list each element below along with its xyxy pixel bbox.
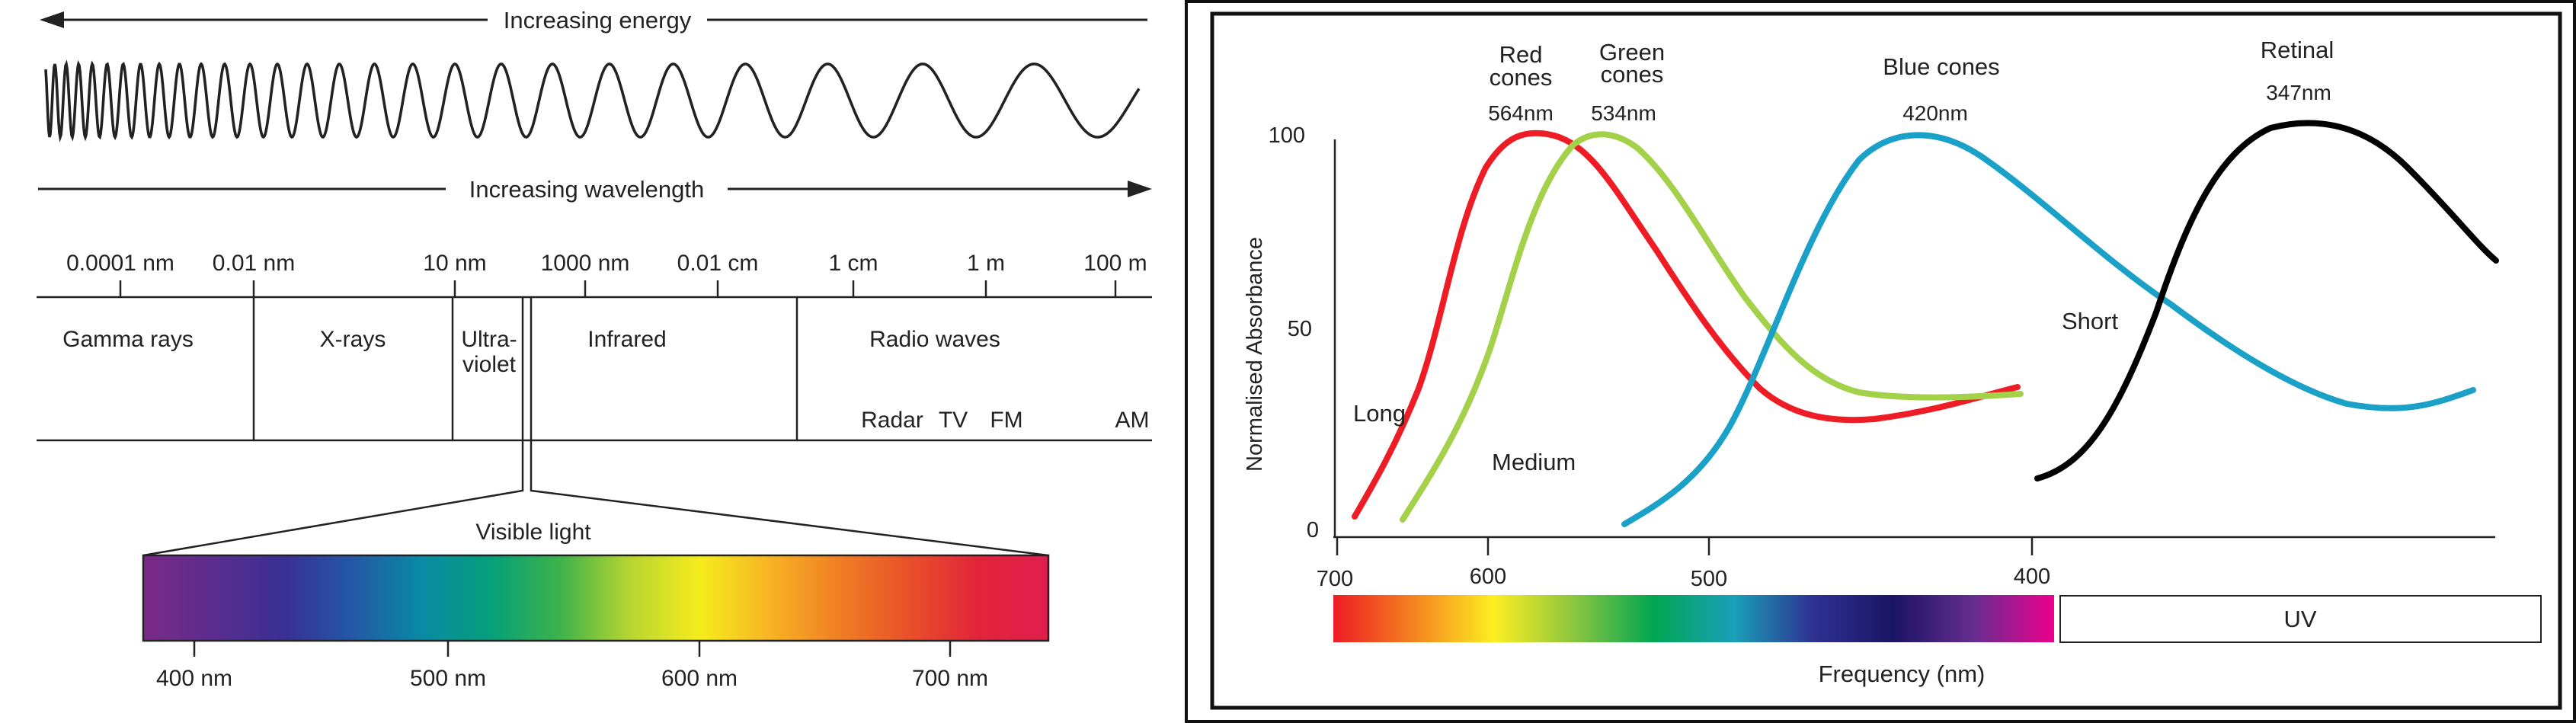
green-cone-curve xyxy=(1400,131,2024,523)
red-cones-title-line2: cones xyxy=(1490,64,1553,91)
band-label-radio: Radio waves xyxy=(869,327,1000,352)
scale-tick-label: 0.0001 nm xyxy=(66,251,174,276)
red-cones-title-line1: Red xyxy=(1499,41,1543,68)
band-label-ultra: Ultra- xyxy=(461,327,517,352)
energy-label: Increasing energy xyxy=(504,7,692,34)
visible-tick-label: 600 nm xyxy=(661,666,738,691)
curve-label-medium: Medium xyxy=(1492,449,1576,475)
wavelength-label: Increasing wavelength xyxy=(469,176,704,203)
scale-tick-label: 100 m xyxy=(1083,251,1147,276)
frequency-spectrum-bar xyxy=(1333,595,2054,642)
band-labels: Gamma rays X-rays Ultra- violet Infrared… xyxy=(62,327,1149,433)
visible-spectrum-bar xyxy=(142,554,1050,642)
x-tick-label: 500 xyxy=(1691,567,1727,591)
band-label-gamma: Gamma rays xyxy=(62,327,194,352)
x-axis-label: Frequency (nm) xyxy=(1819,661,1986,687)
peak-labels: Red cones 564nm Green cones 534nm Blue c… xyxy=(1488,37,2334,125)
radio-band-radar: Radar xyxy=(861,408,923,433)
radio-band-am: AM xyxy=(1115,408,1150,433)
visible-band-left-line xyxy=(142,297,524,557)
radio-band-tv: TV xyxy=(939,408,968,433)
em-spectrum-panel: Increasing energy Increasing wavelength … xyxy=(37,7,1152,691)
blue-cone-curve xyxy=(1621,132,2476,527)
energy-arrow-head xyxy=(40,11,64,28)
wavelength-arrow-head xyxy=(1128,181,1152,197)
green-cones-nm: 534nm xyxy=(1591,101,1656,125)
x-tick-label: 400 xyxy=(2014,565,2050,589)
y-tick-labels: 100 50 0 xyxy=(1269,123,1319,542)
retinal-curve xyxy=(2034,120,2499,481)
curve-labels: Long Medium Short xyxy=(1353,308,2118,475)
panel-inner-border xyxy=(1210,11,2562,710)
band-label-xray: X-rays xyxy=(320,327,386,352)
scale-tick-label: 0.01 nm xyxy=(213,251,295,276)
x-ticks xyxy=(1336,537,2034,555)
retinal-title: Retinal xyxy=(2261,37,2334,63)
x-tick-labels: 700 600 500 400 xyxy=(1317,565,2050,591)
scale-tick-label: 1000 nm xyxy=(541,251,630,276)
y-tick-label: 50 xyxy=(1288,317,1312,341)
band-table xyxy=(37,296,1152,557)
scale-tick-label: 0.01 cm xyxy=(677,251,759,276)
uv-label: UV xyxy=(2283,606,2316,632)
blue-cones-title: Blue cones xyxy=(1883,53,1999,80)
y-tick-label: 100 xyxy=(1269,123,1305,148)
absorbance-panel: 100 50 0 Normalised Absorbance 700 600 5… xyxy=(1185,0,2576,723)
red-cone-curve xyxy=(1352,130,2021,520)
visible-tick-label: 500 nm xyxy=(410,666,486,691)
blue-cones-nm: 420nm xyxy=(1902,101,1968,125)
band-label-violet: violet xyxy=(462,352,517,377)
visible-tick-label: 400 nm xyxy=(156,666,232,691)
visible-tick-label: 700 nm xyxy=(912,666,988,691)
band-label-infrared: Infrared xyxy=(587,327,666,352)
scale-tick-labels: 0.0001 nm 0.01 nm 10 nm 1000 nm 0.01 cm … xyxy=(66,251,1147,276)
visible-light-label: Visible light xyxy=(475,520,591,545)
visible-tick-labels: 400 nm 500 nm 600 nm 700 nm xyxy=(156,666,988,691)
curve-label-short: Short xyxy=(2062,308,2118,334)
scale-tick-label: 10 nm xyxy=(423,251,486,276)
y-tick-label: 0 xyxy=(1307,518,1319,542)
retinal-nm: 347nm xyxy=(2266,81,2331,104)
curve-label-long: Long xyxy=(1353,400,1406,427)
green-cones-title-line2: cones xyxy=(1601,61,1664,88)
green-cones-title-line1: Green xyxy=(1599,39,1665,66)
uv-box xyxy=(2059,595,2542,643)
wave-path xyxy=(44,59,1141,143)
y-axis-label: Normalised Absorbance xyxy=(1243,237,1267,472)
visible-ticks xyxy=(193,641,952,657)
scale-tick-label: 1 cm xyxy=(828,251,878,276)
radio-band-fm: FM xyxy=(990,408,1022,433)
visible-band-right-line xyxy=(530,297,1049,557)
scale-ticks xyxy=(119,280,1117,297)
scale-tick-label: 1 m xyxy=(967,251,1005,276)
x-tick-label: 600 xyxy=(1470,565,1506,589)
red-cones-nm: 564nm xyxy=(1488,101,1554,125)
x-tick-label: 700 xyxy=(1317,567,1353,591)
